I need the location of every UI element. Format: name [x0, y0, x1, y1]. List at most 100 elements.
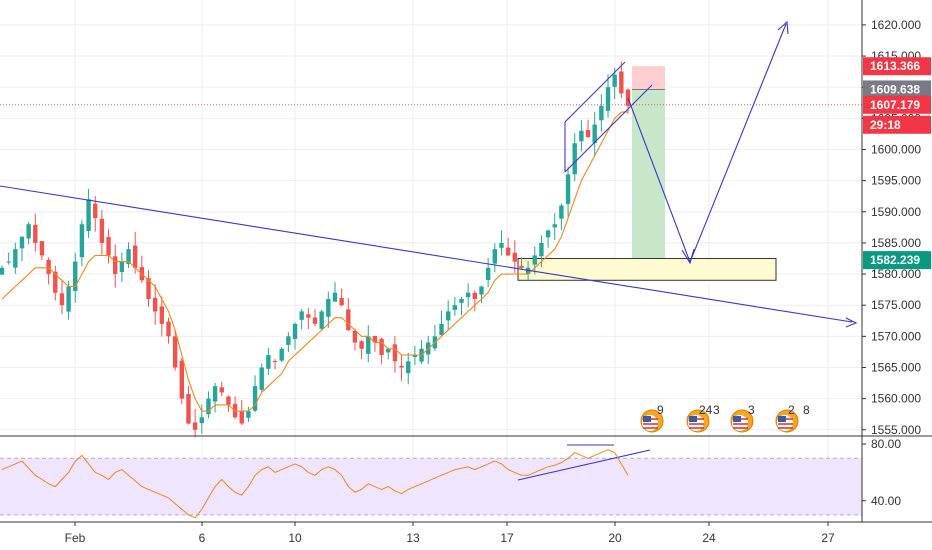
candle-body: [312, 317, 318, 324]
candle-body: [605, 87, 611, 111]
candle-body: [565, 174, 571, 204]
candle-body: [512, 252, 517, 262]
candle-body: [86, 199, 91, 232]
candle-body: [585, 130, 591, 138]
price-tick-label: 1620.000: [871, 18, 921, 32]
candle-body: [266, 355, 271, 369]
time-tick-label: 24: [702, 531, 716, 545]
candle-body: [352, 330, 358, 343]
candle-body: [286, 336, 291, 345]
rsi-tick-label: 40.00: [871, 494, 901, 508]
candle-body: [539, 242, 544, 257]
price-tag-label: 1609.638: [870, 82, 920, 96]
candle-body: [179, 360, 185, 399]
price-tag-bg: [863, 95, 931, 114]
candle-body: [406, 361, 411, 374]
price-tick-label: 1575.000: [871, 298, 921, 312]
candle-body: [186, 393, 191, 424]
moving-average-path: [1, 111, 628, 412]
candle-body: [559, 205, 564, 219]
us-flag-event-icon: [686, 409, 710, 433]
candle-body: [339, 298, 344, 306]
price-tag-label: 1582.239: [870, 253, 920, 267]
candle-body: [226, 396, 231, 405]
trend-drawings[interactable]: [0, 20, 858, 481]
price-tick-label: 1570.000: [871, 329, 921, 343]
time-tick-label: 13: [406, 531, 420, 545]
support-zone-box: [517, 257, 777, 281]
economic-events[interactable]: 9 24 3 3 2 8: [640, 403, 810, 433]
candle-body: [93, 203, 98, 218]
candle-body: [552, 224, 557, 228]
rsi-band-fill: [0, 458, 862, 515]
price-tags: 1613.366 1609.638 1607.179 1582.239 29:18: [863, 57, 931, 270]
candle-body: [192, 422, 198, 430]
us-flag-event-icon: [775, 409, 799, 433]
rsi-line: [1, 449, 629, 519]
candle-body: [445, 311, 451, 321]
price-tag-bg: [863, 57, 931, 76]
candle-body: [113, 256, 118, 275]
candle-body: [13, 249, 18, 268]
price-tag-bg: [863, 80, 931, 99]
candle-body: [126, 249, 131, 265]
event-count: 8: [803, 403, 810, 417]
candle-body: [59, 293, 65, 306]
support-zone[interactable]: [517, 257, 777, 281]
candle-body: [392, 344, 398, 362]
event-count: 9: [657, 403, 664, 417]
event-count: 24: [699, 403, 713, 417]
price-tick-label: 1565.000: [871, 360, 921, 374]
flag-canton: [643, 416, 651, 422]
us-flag-event-icon: [730, 409, 754, 433]
candle-body: [132, 245, 138, 268]
candle-body: [46, 259, 51, 275]
projection-arrow-down: [681, 248, 695, 265]
candle-body: [492, 249, 498, 264]
take-profit-zone: [632, 89, 665, 261]
candle-body: [99, 218, 105, 243]
candle-body: [259, 367, 264, 390]
flag-canton: [689, 416, 697, 422]
price-tick-label: 1595.000: [871, 174, 921, 188]
price-tag-label: 1607.179: [870, 98, 920, 112]
candle-body: [319, 311, 324, 329]
candle-body: [579, 130, 584, 142]
price-tick-label: 1600.000: [871, 142, 921, 156]
time-tick-label: Feb: [65, 531, 86, 545]
candle-body: [525, 267, 531, 275]
candle-body: [412, 355, 418, 357]
candle-body: [152, 297, 158, 312]
grid-lines: [0, 0, 862, 522]
candle-body: [499, 242, 504, 248]
candle-body: [505, 247, 511, 256]
price-tick-label: 1580.000: [871, 267, 921, 281]
rsi-path: [1, 449, 629, 519]
long-short-position-tool[interactable]: [0, 66, 862, 261]
rsi-tick-label: 80.00: [871, 437, 901, 451]
time-tick-label: 10: [288, 531, 302, 545]
price-tick-label: 1560.000: [871, 392, 921, 406]
candle-body: [79, 224, 85, 258]
candle-body: [472, 292, 478, 299]
candle-body: [119, 261, 125, 273]
moving-average-line: [1, 111, 628, 412]
candle-body: [292, 323, 298, 340]
candle-body: [252, 386, 258, 411]
candle-body: [19, 236, 25, 249]
price-tick-label: 1585.000: [871, 236, 921, 250]
candle-body: [6, 261, 11, 263]
candle-body: [212, 386, 218, 402]
price-tick-label: 1555.000: [871, 423, 921, 437]
candle-body: [372, 335, 378, 343]
time-tick-label: 27: [821, 531, 835, 545]
candle-body: [26, 224, 31, 239]
candle-body: [519, 265, 524, 268]
candle-body: [479, 286, 484, 295]
time-tick-label: 20: [608, 531, 622, 545]
candle-body: [625, 89, 631, 106]
time-tick-label: 6: [199, 531, 206, 545]
candlesticks: [0, 61, 631, 438]
candle-body: [332, 292, 338, 302]
